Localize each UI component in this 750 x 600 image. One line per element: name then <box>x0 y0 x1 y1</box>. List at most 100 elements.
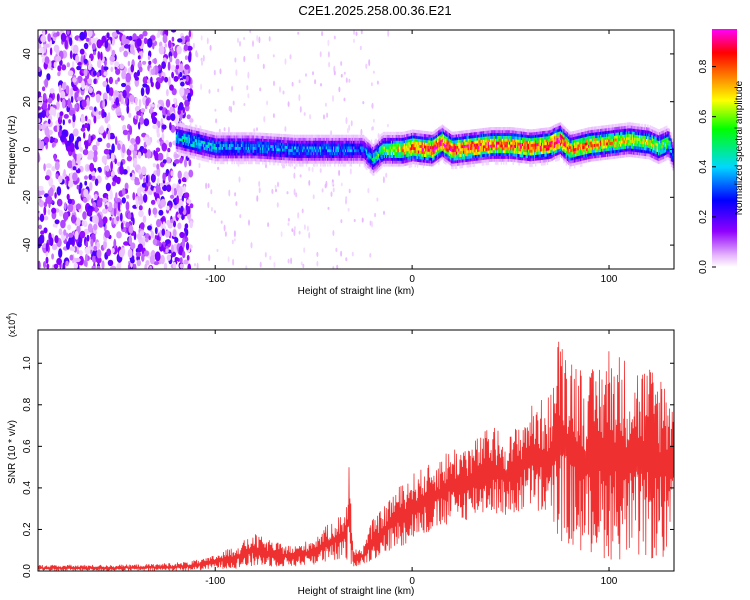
spectrogram-cell <box>336 151 338 156</box>
spectrogram-cell <box>328 154 330 158</box>
faint-speckle <box>338 169 341 176</box>
spectrogram-cell <box>504 141 506 145</box>
spectrogram-cell <box>175 137 178 141</box>
noise-speckle <box>106 142 111 149</box>
spectrogram-cell <box>507 135 510 139</box>
spectrogram-cell <box>289 151 291 155</box>
spectrogram-cell <box>467 144 469 148</box>
spectrogram-cell <box>224 152 226 156</box>
faint-speckle <box>217 88 220 93</box>
spectrogram-cell <box>517 147 519 152</box>
spectrogram-cell <box>192 144 194 148</box>
spectrogram-cell <box>451 160 453 164</box>
noise-speckle <box>62 119 65 126</box>
spectrogram-cell <box>462 159 465 163</box>
spectrogram-cell <box>195 139 198 143</box>
noise-speckle <box>116 263 121 269</box>
spectrogram-cell <box>290 137 292 141</box>
spectrogram-cell <box>233 143 236 147</box>
spectrogram-cell <box>478 128 480 132</box>
spectrogram-cell <box>413 143 415 148</box>
spectrogram-cell <box>290 143 292 147</box>
noise-speckle <box>66 193 70 200</box>
spectrogram-cell <box>304 154 306 158</box>
spectrogram-cell <box>395 160 397 164</box>
spectrogram-cell <box>512 161 514 165</box>
spectrogram-cell <box>414 146 416 151</box>
spectrogram-cell <box>180 149 182 153</box>
noise-speckle <box>171 36 175 42</box>
spectrogram-cell <box>344 146 347 150</box>
noise-speckle <box>102 66 109 71</box>
noise-speckle <box>65 85 70 94</box>
spectrogram-cell <box>243 161 245 165</box>
spectrogram-cell <box>275 133 277 137</box>
spectrogram-cell <box>329 154 331 158</box>
spectrogram-cell <box>409 141 412 145</box>
spectrogram-cell <box>351 146 354 150</box>
spectrogram-cell <box>351 154 354 158</box>
spectrogram-cell <box>488 138 491 142</box>
spectrogram-cell <box>375 150 377 154</box>
spectrogram-cell <box>381 155 383 160</box>
noise-speckle <box>158 45 165 55</box>
spectrogram-cell <box>473 154 475 159</box>
spectrogram-cell <box>357 137 360 141</box>
spectrogram-cell <box>504 138 506 142</box>
noise-speckle <box>143 37 148 45</box>
spectrogram-cell <box>296 160 298 164</box>
noise-speckle <box>75 203 82 210</box>
faint-speckle <box>298 94 301 102</box>
faint-speckle <box>262 63 265 70</box>
noise-speckle <box>60 219 66 229</box>
spectrogram-cell <box>401 140 403 144</box>
spectrogram-cell <box>335 149 337 153</box>
noise-speckle <box>188 159 192 167</box>
faint-speckle <box>200 83 203 91</box>
spectrogram-cell <box>458 136 460 140</box>
spectrogram-cell <box>496 141 498 145</box>
noise-speckle <box>84 246 91 255</box>
faint-speckle <box>282 90 285 95</box>
spectrogram-cell <box>462 156 465 160</box>
noise-speckle <box>72 246 76 252</box>
spectrogram-cell <box>458 151 460 155</box>
spectrogram-cell <box>438 135 440 139</box>
faint-speckle <box>355 31 358 36</box>
spectrogram-cell <box>354 151 356 156</box>
spectrogram-cell <box>366 163 368 167</box>
spectrogram-cell <box>217 135 219 139</box>
spectrogram-cell <box>415 135 418 139</box>
spectrogram-cell <box>283 145 285 149</box>
spectrogram-cell <box>260 132 263 136</box>
spectrogram-cell <box>390 151 393 156</box>
spectrogram-cell <box>513 153 516 157</box>
spectrogram-cell <box>387 143 389 147</box>
spectrogram-cell <box>373 158 375 162</box>
spectrogram-cell <box>522 157 524 161</box>
spectrogram-cell <box>470 158 472 162</box>
spectrogram-cell <box>219 158 221 162</box>
spectrogram-cell <box>297 149 299 153</box>
spectrogram-cell <box>427 139 429 144</box>
spectrogram-cell <box>493 127 495 131</box>
spectrogram-cell <box>318 160 321 164</box>
spectrogram-cell <box>414 152 416 156</box>
noise-speckle <box>97 51 101 60</box>
spectrogram-cell <box>403 157 406 161</box>
spectrogram-cell <box>272 153 275 157</box>
noise-speckle <box>127 60 131 67</box>
spectrogram-cell <box>292 154 295 158</box>
spectrogram-cell <box>388 143 390 147</box>
spectrogram-cell <box>453 160 455 164</box>
spectrogram-cell <box>266 156 269 160</box>
spectrogram-cell <box>259 155 262 159</box>
spectrogram-cell <box>468 149 471 153</box>
spectrogram-cell <box>243 152 245 156</box>
spectrogram-cell <box>419 153 421 157</box>
spectrogram-cell <box>181 127 184 131</box>
spectrogram-cell <box>262 155 264 159</box>
spectrogram-cell <box>490 147 492 151</box>
spectrogram-cell <box>236 138 238 142</box>
spectrogram-cell <box>276 153 278 157</box>
